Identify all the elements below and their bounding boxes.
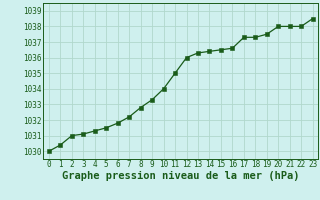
X-axis label: Graphe pression niveau de la mer (hPa): Graphe pression niveau de la mer (hPa): [62, 171, 300, 181]
